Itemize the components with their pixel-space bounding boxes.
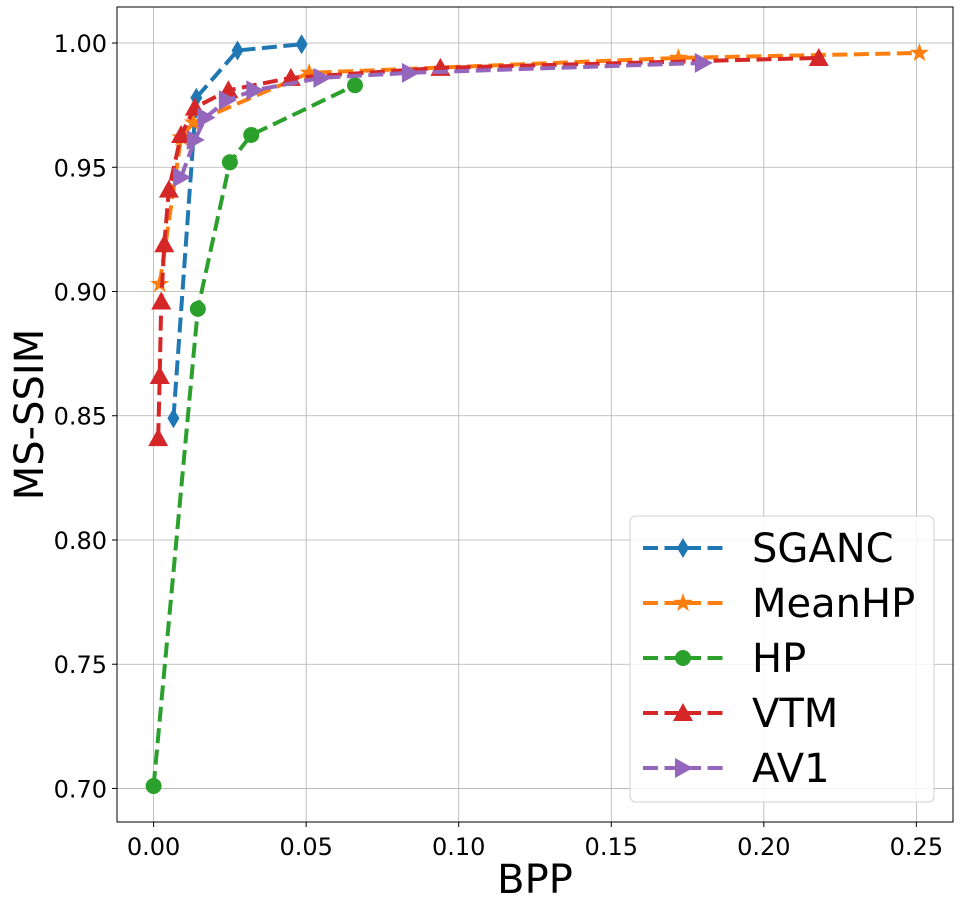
legend-marker-meanhp [673,593,693,612]
data-point-av1 [313,67,332,88]
data-point-vtm [171,124,192,143]
ticks: 0.00 0.05 0.10 0.15 0.20 0.25 0.70 0.75 0.80 0.85… [54,30,944,861]
y-tick-label: 1.00 [54,30,107,58]
data-point-hp [346,77,363,94]
data-point-av1 [401,62,420,83]
x-tick-label: 0.00 [127,833,180,861]
y-axis-label: MS-SSIM [7,329,53,500]
data-point-vtm [148,428,169,447]
x-tick-label: 0.05 [279,833,332,861]
plot-area [145,34,929,794]
x-tick-label: 0.20 [737,833,790,861]
data-point-av1 [694,52,713,73]
x-axis-label: BPP [497,857,573,903]
data-point-av1 [246,80,265,101]
data-point-av1 [173,167,192,188]
data-point-hp [145,777,162,794]
data-point-meanhp [299,62,319,81]
data-point-av1 [186,129,205,150]
legend-marker-vtm [673,703,693,721]
data-point-av1 [197,107,216,128]
series-av1 [173,52,713,188]
legend-label-vtm: VTM [752,691,838,737]
data-point-meanhp [150,274,170,293]
series-hp [145,77,363,794]
y-tick-label: 0.85 [54,403,107,431]
legend-label-sganc: SGANC [752,526,894,572]
x-tick-label: 0.15 [585,833,638,861]
data-point-hp [221,154,238,171]
legend-marker-av1 [675,758,693,778]
data-point-meanhp [668,47,688,67]
legend-box [629,515,935,803]
data-point-vtm [151,291,172,310]
series-line-av1 [179,60,703,178]
legend-label-av1: AV1 [752,746,830,792]
y-tick-label: 0.90 [54,279,107,307]
data-point-meanhp [909,42,929,62]
data-point-vtm [808,47,829,66]
data-point-av1 [218,90,237,111]
data-point-sganc [167,408,180,429]
y-tick-label: 0.95 [54,154,107,182]
legend-label-meanhp: MeanHP [752,581,915,627]
data-point-sganc [231,40,244,61]
legend-marker-sganc [677,538,689,558]
data-point-sganc [295,34,308,55]
legend: SGANC MeanHP HP VTM AV1 [629,515,935,803]
data-point-meanhp [183,112,203,131]
legend-label-hp: HP [752,636,806,682]
x-tick-label: 0.10 [432,833,485,861]
legend-marker-hp [675,650,691,666]
series-sganc [167,34,308,429]
data-point-hp [243,126,260,143]
series-line-vtm [156,55,819,439]
data-point-hp [189,300,206,317]
x-tick-label: 0.25 [890,833,943,861]
series-line-hp [151,83,356,787]
series-vtm [148,47,829,447]
plot-frame [116,6,954,823]
data-point-vtm [149,365,170,384]
grid [117,7,953,822]
y-tick-label: 0.75 [54,651,107,679]
series-line-sganc [171,42,302,419]
data-point-vtm [154,234,175,253]
y-tick-label: 0.80 [54,527,107,555]
data-point-vtm [158,179,179,198]
y-tick-label: 0.70 [54,775,107,803]
